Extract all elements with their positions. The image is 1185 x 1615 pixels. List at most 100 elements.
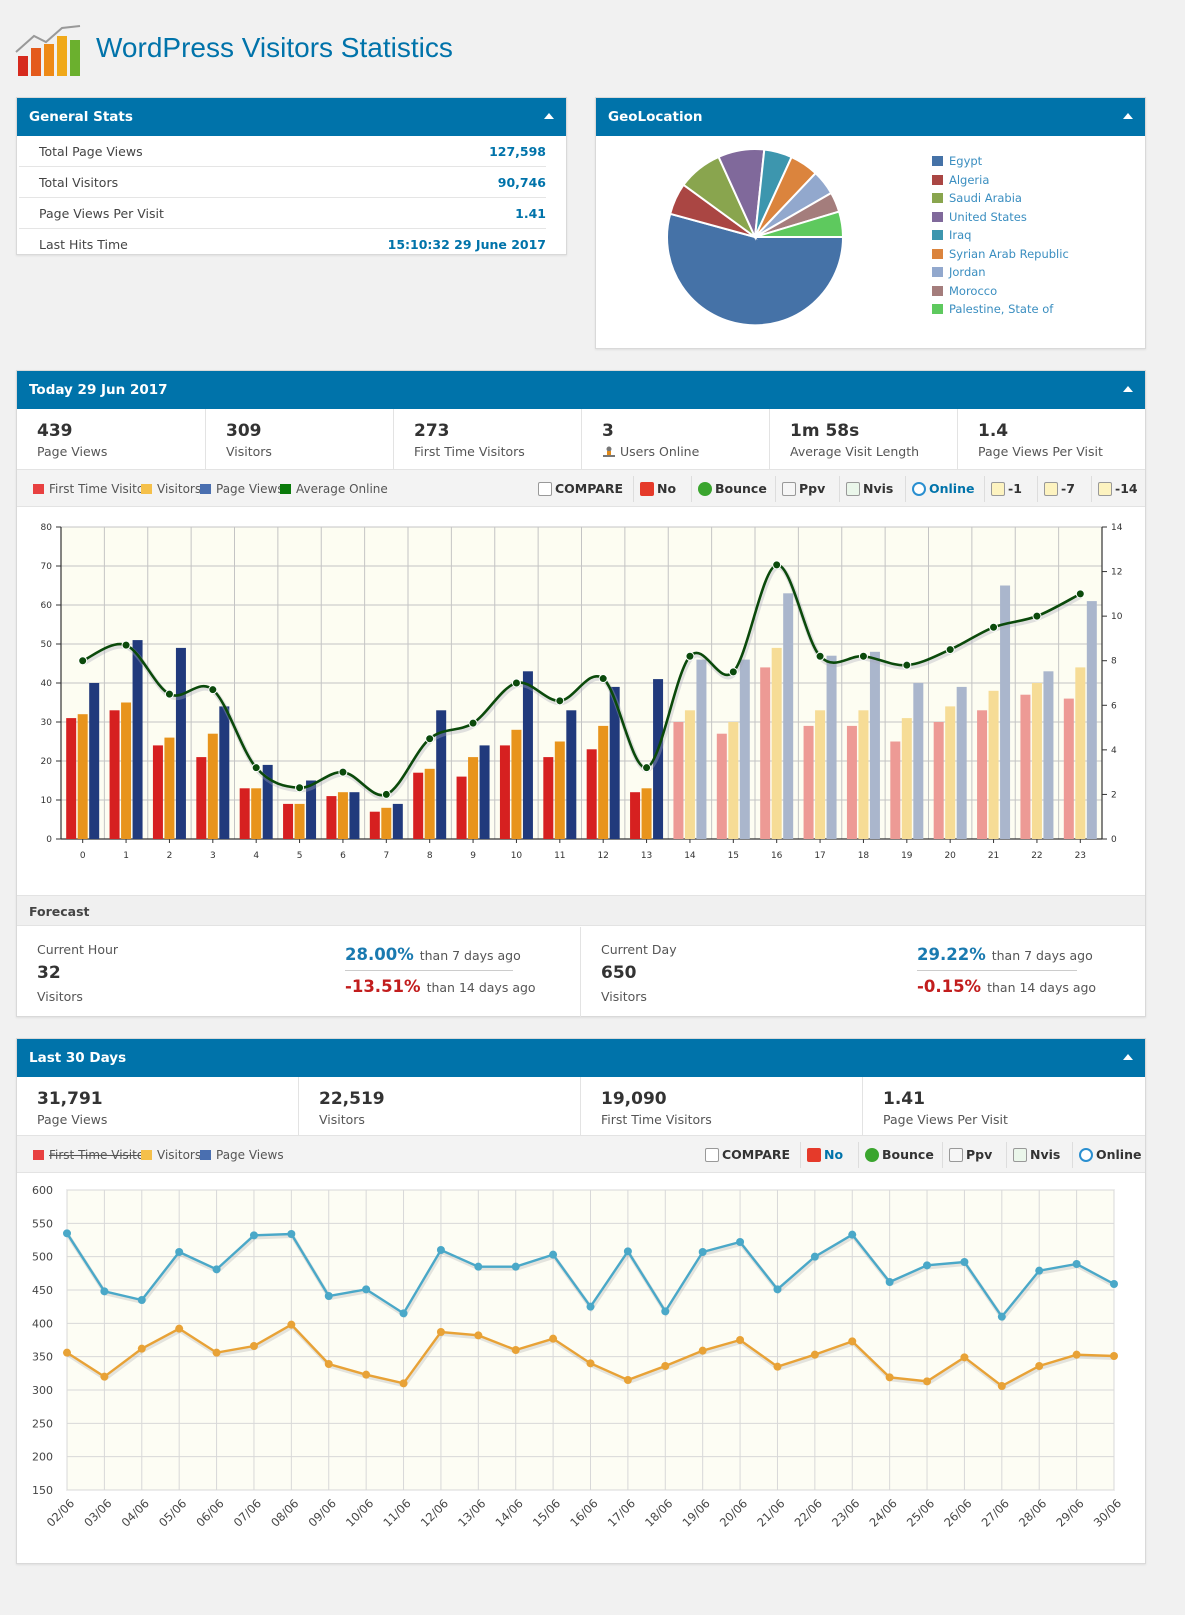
- series-point: [661, 1307, 670, 1316]
- series-point: [511, 1262, 520, 1271]
- minus-1-button[interactable]: -1: [984, 476, 1022, 502]
- ppv-button[interactable]: Ppv: [942, 1142, 992, 1168]
- bar-first-time-visitor: [283, 803, 294, 839]
- compare-button[interactable]: COMPARE: [535, 476, 623, 502]
- bar-first-time-visitor: [326, 796, 337, 839]
- legend-average-online[interactable]: Average Online: [280, 482, 388, 496]
- series-point: [885, 1373, 894, 1382]
- last30-header[interactable]: Last 30 Days: [17, 1039, 1145, 1077]
- minus-7-button[interactable]: -7: [1037, 476, 1075, 502]
- bar-first-time-visitor: [716, 733, 727, 839]
- series-point: [249, 1342, 258, 1350]
- stat-caption: Page Views: [37, 1112, 108, 1127]
- legend-visitors[interactable]: Visitors: [141, 1148, 201, 1162]
- legend-page-views[interactable]: Page Views: [200, 1148, 284, 1162]
- compare-button[interactable]: COMPARE: [702, 1142, 790, 1168]
- geo-legend-item[interactable]: Iraq: [932, 228, 971, 242]
- bar-page-views: [392, 803, 403, 839]
- stat-caption: Visitors: [226, 444, 272, 459]
- stat-value: 90,746: [497, 175, 546, 190]
- series-point: [923, 1261, 932, 1270]
- nvis-button[interactable]: Nvis: [1006, 1142, 1060, 1168]
- stat-value: 15:10:32 29 June 2017: [387, 237, 546, 252]
- general-stats-header[interactable]: General Stats: [17, 98, 566, 136]
- series-point: [1035, 1362, 1044, 1370]
- stat-number: 273: [414, 421, 450, 441]
- series-point: [773, 1285, 782, 1294]
- no-button[interactable]: No: [800, 1142, 843, 1168]
- last30-toolbar: First Time Visitor Visitors Page Views C…: [17, 1135, 1145, 1173]
- legend-first-time[interactable]: First Time Visitor: [33, 1148, 149, 1162]
- x-tick-label: 3: [210, 851, 216, 861]
- x-tick-label: 13: [641, 851, 652, 861]
- collapse-icon[interactable]: [1123, 113, 1133, 119]
- x-tick-label: 10: [511, 851, 523, 861]
- legend-swatch: [932, 304, 943, 314]
- nvis-button[interactable]: Nvis: [839, 476, 893, 502]
- pie-slice-egypt: [666, 212, 845, 327]
- legend-page-views[interactable]: Page Views: [200, 482, 284, 496]
- bar-visitors: [1031, 683, 1042, 839]
- y-tick-label: 80: [41, 523, 53, 533]
- x-tick-label: 22: [1031, 851, 1042, 861]
- y-tick-label: 500: [32, 1251, 53, 1264]
- series-point: [63, 1348, 71, 1357]
- legend-label: Morocco: [949, 283, 998, 298]
- minus-14-button[interactable]: -14: [1091, 476, 1138, 502]
- legend-visitors[interactable]: Visitors: [141, 482, 201, 496]
- ppv-button[interactable]: Ppv: [775, 476, 825, 502]
- geo-legend-item[interactable]: United States: [932, 210, 1027, 224]
- geolocation-panel: GeoLocation Egypt Algeria Saudi Arabia Unit…: [595, 97, 1146, 349]
- average-online-point: [728, 667, 738, 677]
- stat-number: 1.4: [978, 421, 1009, 441]
- bounce-button[interactable]: Bounce: [691, 476, 767, 502]
- legend-label: Iraq: [949, 228, 972, 242]
- bar-visitors: [684, 710, 695, 839]
- calendar-icon: [1098, 482, 1112, 496]
- collapse-icon[interactable]: [544, 113, 554, 119]
- geo-legend-item[interactable]: Palestine, State of: [932, 302, 1053, 316]
- legend-first-time[interactable]: First Time Visitor: [33, 482, 149, 496]
- geo-legend-item[interactable]: Morocco: [932, 284, 997, 298]
- series-point: [736, 1336, 745, 1344]
- geo-legend-item[interactable]: Egypt: [932, 154, 982, 168]
- geo-legend-item[interactable]: Saudi Arabia: [932, 191, 1022, 205]
- average-online-point: [772, 560, 782, 570]
- calendar-icon: [991, 482, 1005, 496]
- stat-caption: Page Views Per Visit: [883, 1112, 1008, 1127]
- online-button[interactable]: Online: [1072, 1142, 1141, 1168]
- geolocation-header[interactable]: GeoLocation: [596, 98, 1145, 136]
- collapse-icon[interactable]: [1123, 1054, 1133, 1060]
- bar-visitors: [598, 725, 609, 839]
- bar-visitors: [554, 741, 565, 839]
- today-stat-first-time: 273 First Time Visitors: [394, 409, 582, 471]
- collapse-icon[interactable]: [1123, 386, 1133, 392]
- no-button[interactable]: No: [633, 476, 676, 502]
- series-point: [623, 1247, 632, 1256]
- forecast-label: Current Day: [601, 942, 677, 957]
- series-point: [63, 1229, 71, 1238]
- online-button[interactable]: Online: [905, 476, 974, 502]
- bar-first-time-visitor: [1063, 698, 1074, 839]
- series-point: [399, 1379, 408, 1388]
- y-tick-label: 30: [41, 718, 53, 728]
- y2-tick-label: 2: [1111, 790, 1117, 800]
- series-point: [212, 1348, 221, 1357]
- series-point: [324, 1292, 333, 1300]
- bar-page-views: [349, 792, 360, 839]
- page-title: WordPress Visitors Statistics: [96, 32, 453, 63]
- geo-legend-item[interactable]: Algeria: [932, 173, 989, 187]
- today-header[interactable]: Today 29 Jun 2017: [17, 371, 1145, 409]
- bar-visitors: [77, 714, 88, 839]
- x-tick-label: 5: [297, 851, 303, 861]
- last30-stat-ppv: 1.41 Page Views Per Visit: [863, 1077, 1145, 1139]
- x-tick-label: 7: [383, 851, 389, 861]
- series-point: [923, 1377, 932, 1386]
- geo-legend-item[interactable]: Jordan: [932, 265, 986, 279]
- average-online-point: [295, 783, 305, 793]
- geo-legend-item[interactable]: Syrian Arab Republic: [932, 247, 1069, 261]
- nvis-icon: [1013, 1148, 1027, 1162]
- bar-first-time-visitor: [499, 745, 510, 839]
- bar-first-time-visitor: [846, 725, 857, 839]
- bounce-button[interactable]: Bounce: [858, 1142, 934, 1168]
